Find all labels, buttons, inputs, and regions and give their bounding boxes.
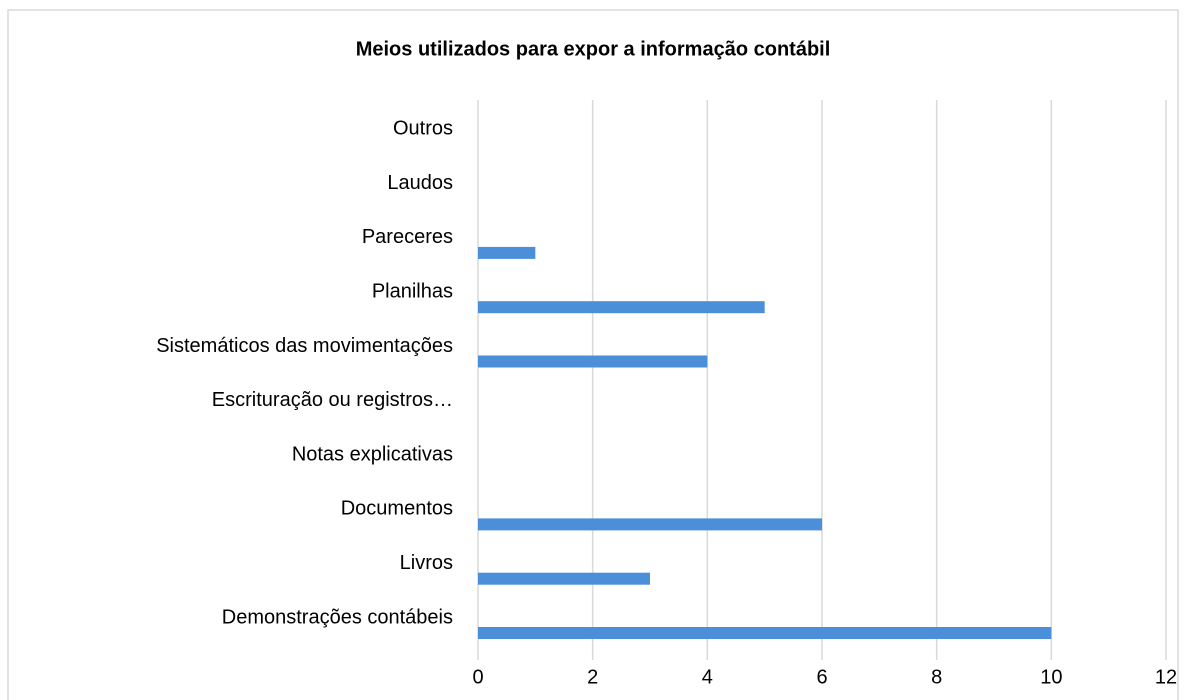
y-tick-label: Escrituração ou registros… (212, 389, 453, 411)
y-tick-label: Planilhas (372, 280, 453, 302)
y-tick-label: Documentos (341, 498, 453, 520)
x-tick-label: 12 (1155, 666, 1177, 688)
y-tick-label: Sistemáticos das movimentações (156, 335, 453, 357)
x-tick-label: 0 (472, 666, 483, 688)
x-tick-label: 8 (931, 666, 942, 688)
x-tick-label: 6 (816, 666, 827, 688)
bar (478, 355, 708, 368)
x-tick-label: 2 (587, 666, 598, 688)
y-tick-label: Outros (393, 118, 453, 140)
y-tick-label: Notas explicativas (292, 443, 453, 465)
x-tick-label: 10 (1040, 666, 1062, 688)
y-tick-label: Pareceres (362, 226, 453, 248)
bar (478, 246, 536, 259)
chart-title: Meios utilizados para expor a informação… (356, 38, 831, 60)
bar (478, 518, 822, 531)
y-tick-label: Livros (400, 552, 453, 574)
bar (478, 572, 650, 585)
y-tick-label: Demonstrações contábeis (222, 606, 453, 628)
x-tick-label: 4 (702, 666, 713, 688)
bar (478, 301, 765, 314)
bar (478, 627, 1052, 639)
y-tick-label: Laudos (387, 172, 453, 194)
